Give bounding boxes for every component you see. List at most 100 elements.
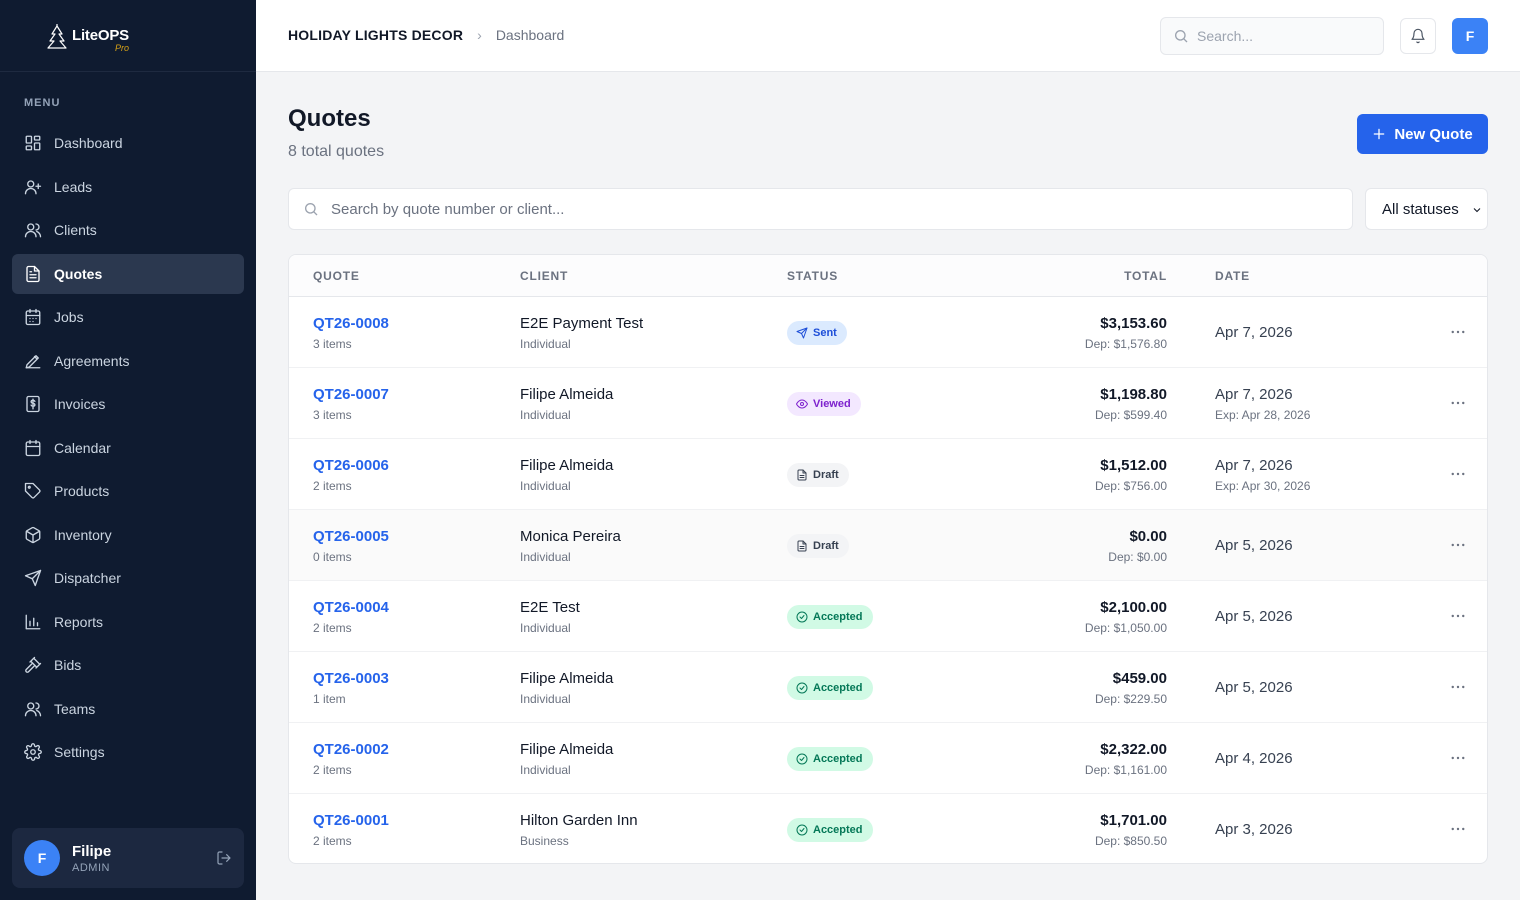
quote-search-input[interactable]: [331, 200, 1311, 218]
global-search[interactable]: [1160, 17, 1384, 55]
column-header-total[interactable]: TOTAL: [1124, 269, 1167, 283]
bell-icon: [1411, 28, 1425, 44]
column-header-status[interactable]: STATUS: [787, 269, 839, 283]
eye-icon: [796, 399, 808, 409]
sidebar-item-quotes[interactable]: Quotes: [12, 253, 244, 294]
gavel-icon: [25, 656, 42, 673]
global-search-input[interactable]: [1197, 28, 1367, 44]
client-name: Filipe Almeida: [520, 457, 614, 474]
quote-total: $1,512.00: [1100, 457, 1167, 474]
sidebar-item-jobs[interactable]: Jobs: [12, 297, 244, 337]
quote-deposit: Dep: $229.50: [1094, 692, 1167, 706]
logout-button[interactable]: [216, 850, 232, 866]
client-name: Filipe Almeida: [520, 741, 614, 758]
sidebar-item-inventory[interactable]: Inventory: [12, 515, 244, 555]
top-header: HOLIDAY LIGHTS DECOR › Dashboard F: [256, 0, 1520, 72]
chevron-down-icon: [1473, 208, 1481, 213]
quote-number-link[interactable]: QT26-0003: [313, 670, 389, 687]
table-row[interactable]: QT26-0007 3 items Filipe Almeida Individual…: [289, 368, 1487, 439]
quote-item-count: 1 item: [313, 692, 346, 706]
status-label: Draft: [813, 469, 839, 481]
menu-label: MENU: [24, 97, 61, 109]
notifications-button[interactable]: [1400, 18, 1436, 54]
more-horizontal-icon: [1451, 543, 1465, 547]
column-header-date[interactable]: DATE: [1215, 269, 1250, 283]
row-actions-button[interactable]: [1449, 536, 1467, 554]
quote-number-link[interactable]: QT26-0008: [313, 315, 389, 332]
breadcrumb-company[interactable]: HOLIDAY LIGHTS DECOR: [288, 27, 464, 43]
sidebar-item-dispatcher[interactable]: Dispatcher: [12, 558, 244, 598]
status-filter-select[interactable]: All statuses: [1365, 188, 1488, 230]
brand[interactable]: LiteOPS Pro: [0, 0, 256, 72]
column-header-client[interactable]: CLIENT: [520, 269, 569, 283]
table-row[interactable]: QT26-0008 3 items E2E Payment Test Individu…: [289, 297, 1487, 368]
check-circle-icon: [796, 753, 808, 765]
row-actions-button[interactable]: [1449, 678, 1467, 696]
client-type: Business: [520, 834, 569, 848]
new-quote-button[interactable]: New Quote: [1357, 114, 1488, 154]
sidebar-item-agreements[interactable]: Agreements: [12, 341, 244, 381]
sidebar-item-settings[interactable]: Settings: [12, 732, 244, 772]
column-header-quote[interactable]: QUOTE: [313, 269, 360, 283]
quote-number-link[interactable]: QT26-0001: [313, 812, 389, 829]
sidebar-item-label: Clients: [54, 222, 97, 238]
client-name: E2E Test: [520, 599, 580, 616]
sidebar-item-label: Teams: [54, 700, 96, 717]
quote-date: Apr 5, 2026: [1215, 537, 1293, 554]
sidebar-item-label: Jobs: [54, 309, 84, 325]
table-row[interactable]: QT26-0005 0 items Monica Pereira Individual…: [289, 510, 1487, 581]
quote-date: Apr 5, 2026: [1215, 608, 1293, 625]
client-name: Hilton Garden Inn: [520, 812, 638, 829]
row-actions-button[interactable]: [1449, 465, 1467, 483]
user-card: F Filipe ADMIN: [12, 828, 244, 888]
calendar-icon: [25, 439, 41, 456]
row-actions-button[interactable]: [1449, 323, 1467, 341]
sidebar-item-products[interactable]: Products: [12, 471, 244, 511]
row-actions-button[interactable]: [1449, 394, 1467, 412]
status-badge: Accepted: [787, 818, 873, 842]
table-row[interactable]: QT26-0004 2 items E2E Test Individual Accept…: [289, 581, 1487, 652]
quote-total: $2,100.00: [1100, 599, 1167, 616]
table-row[interactable]: QT26-0006 2 items Filipe Almeida Individual…: [289, 439, 1487, 510]
status-label: Sent: [813, 327, 837, 339]
sidebar-item-label: Agreements: [54, 352, 130, 369]
header-avatar[interactable]: F: [1452, 18, 1488, 54]
status-badge: Sent: [787, 321, 847, 345]
sidebar-item-teams[interactable]: Teams: [12, 689, 244, 729]
sidebar-item-dashboard[interactable]: Dashboard: [12, 123, 244, 163]
sidebar-item-calendar[interactable]: Calendar: [12, 428, 244, 468]
row-actions-button[interactable]: [1449, 820, 1467, 838]
breadcrumb-page[interactable]: Dashboard: [495, 27, 565, 43]
quote-number-link[interactable]: QT26-0005: [313, 528, 389, 545]
quote-search[interactable]: [288, 188, 1353, 230]
client-name: Monica Pereira: [520, 528, 621, 545]
send-icon: [24, 569, 42, 587]
row-actions-button[interactable]: [1449, 607, 1467, 625]
quote-item-count: 2 items: [313, 621, 352, 635]
sidebar-item-label: Dispatcher: [54, 570, 121, 586]
quote-total: $459.00: [1112, 670, 1167, 687]
table-row[interactable]: QT26-0003 1 item Filipe Almeida Individual A…: [289, 652, 1487, 723]
sidebar-item-reports[interactable]: Reports: [12, 602, 244, 642]
file-text-icon: [797, 540, 807, 552]
quote-number-link[interactable]: QT26-0004: [313, 599, 389, 616]
table-row[interactable]: QT26-0002 2 items Filipe Almeida Individual…: [289, 723, 1487, 794]
quote-number-link[interactable]: QT26-0002: [313, 741, 389, 758]
user-name: Filipe: [72, 842, 112, 860]
row-actions-button[interactable]: [1449, 749, 1467, 767]
dollar-receipt-icon: [26, 395, 40, 413]
client-type: Individual: [520, 337, 571, 351]
quote-item-count: 2 items: [313, 834, 352, 848]
sidebar-item-label: Products: [54, 483, 110, 499]
sidebar-item-clients[interactable]: Clients: [12, 210, 244, 250]
client-type: Individual: [520, 408, 571, 422]
page-title: Quotes: [288, 105, 371, 132]
tag-icon: [24, 482, 41, 499]
sidebar-item-leads[interactable]: Leads: [12, 167, 244, 207]
table-row[interactable]: QT26-0001 2 items Hilton Garden Inn Busines…: [289, 794, 1487, 863]
sidebar-item-bids[interactable]: Bids: [12, 645, 244, 685]
quote-number-link[interactable]: QT26-0006: [313, 457, 389, 474]
file-text-icon: [26, 265, 40, 282]
sidebar-item-invoices[interactable]: Invoices: [12, 384, 244, 424]
quote-number-link[interactable]: QT26-0007: [313, 386, 389, 403]
